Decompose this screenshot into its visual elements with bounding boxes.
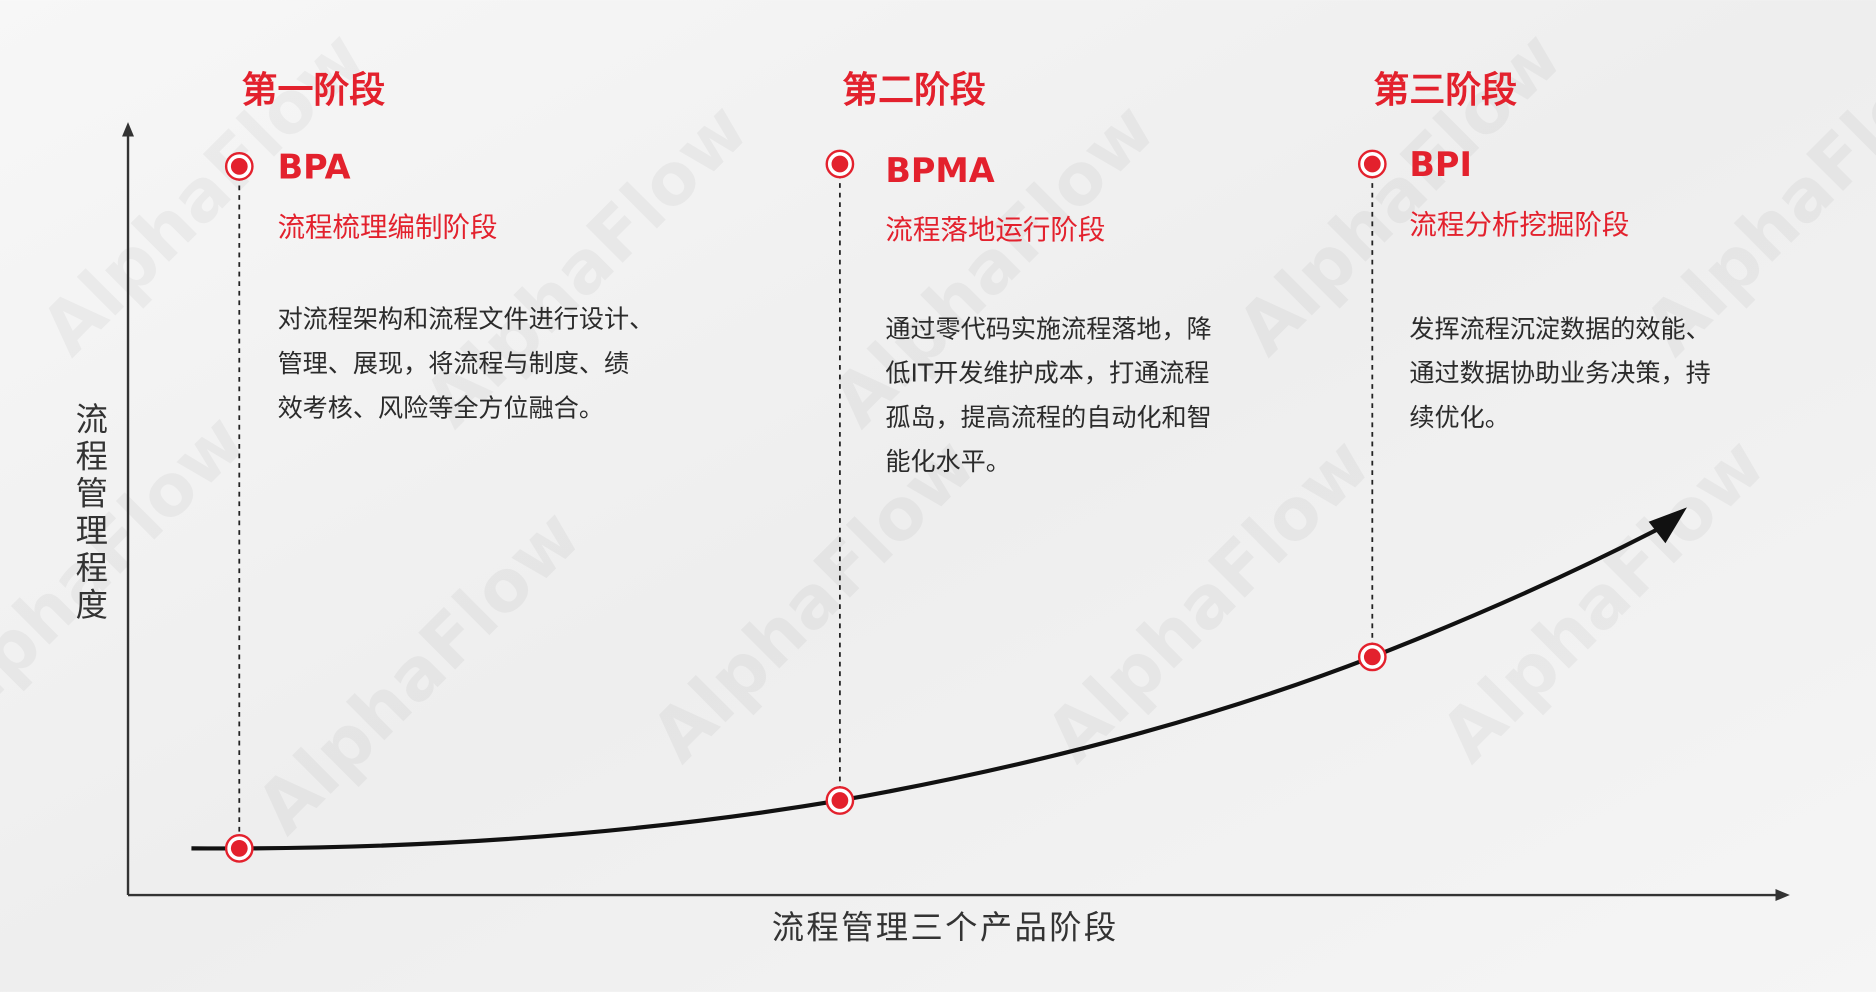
stage-description: 管理、展现，将流程与制度、绩: [278, 349, 630, 378]
stage-title: 第一阶段: [242, 70, 386, 111]
stage-description: 发挥流程沉淀数据的效能、: [1409, 314, 1710, 343]
curve-arrow: [1648, 507, 1687, 544]
stage-dot: [230, 839, 248, 857]
stage-description: 低IT开发维护成本，打通流程: [885, 359, 1209, 388]
stage-description: 孤岛，提高流程的自动化和智: [885, 403, 1211, 432]
stage-description: 续优化。: [1409, 403, 1509, 432]
stage-name: BPA: [278, 147, 351, 186]
stage-description: 对流程架构和流程文件进行设计、: [278, 305, 655, 334]
stage-dot: [1363, 155, 1381, 173]
x-axis-label: 流程管理三个产品阶段: [772, 909, 1119, 947]
stage-dot: [831, 155, 849, 173]
stage-dot: [230, 158, 248, 175]
stage-name: BPI: [1409, 145, 1472, 184]
stage-description: 效考核、风险等全方位融合。: [278, 393, 604, 422]
growth-curve: [191, 524, 1664, 851]
stage-name: BPMA: [885, 151, 994, 190]
stage-subtitle: 流程分析挖掘阶段: [1409, 209, 1629, 241]
stage-subtitle: 流程梳理编制阶段: [278, 212, 498, 244]
stage-dot: [831, 792, 849, 809]
y-axis-label: 流程管理程度: [71, 402, 109, 625]
stage-description: 通过零代码实施流程落地，降: [885, 314, 1211, 343]
stage-description: 通过数据协助业务决策，持: [1409, 359, 1710, 388]
stage-description: 能化水平。: [885, 447, 1011, 476]
y-arrow: [122, 122, 134, 137]
stage-title: 第二阶段: [842, 70, 986, 111]
stage-dot: [1363, 648, 1381, 666]
stages: 第一阶段 BPA 流程梳理编制阶段对流程架构和流程文件进行设计、管理、展现，将流程与…: [224, 70, 1711, 863]
stage-subtitle: 流程落地运行阶段: [885, 214, 1105, 246]
x-arrow: [1775, 889, 1790, 901]
stage-title: 第三阶段: [1374, 70, 1518, 111]
